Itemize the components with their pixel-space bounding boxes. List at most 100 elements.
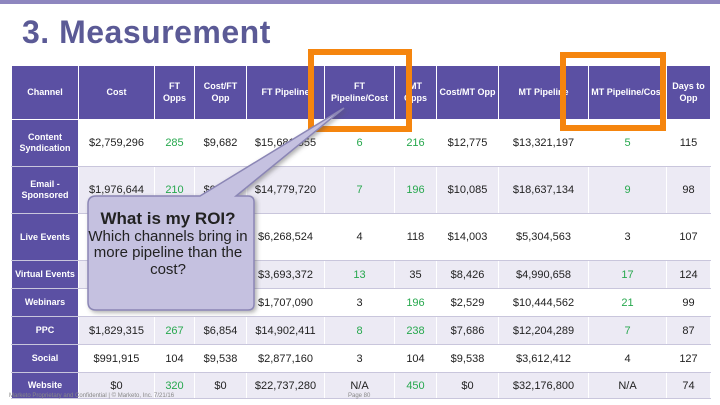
- cell-mt-pipeline: $5,304,563: [498, 213, 589, 261]
- cell-cost: [78, 260, 155, 289]
- cell-ft-opps: 285: [154, 119, 195, 167]
- table-row: Website $0 320 $0 $22,737,280 N/A 450 $0…: [11, 372, 711, 399]
- cell-mt-pipeline: $32,176,800: [498, 372, 589, 399]
- cell-ft-pipeline: $1,707,090: [246, 288, 325, 317]
- cell-cost-mt-opp: $9,538: [436, 344, 499, 373]
- col-header-mt-pipeline-cost: MT Pipeline/Cost: [588, 65, 667, 120]
- row-channel: Webinars: [11, 288, 79, 317]
- cell-days-to-opp: 74: [666, 372, 711, 399]
- top-accent-bar: [0, 0, 720, 4]
- cell-days-to-opp: 115: [666, 119, 711, 167]
- cell-mt-pipeline-cost: 17: [588, 260, 667, 289]
- cell-ft-opps: [154, 288, 195, 317]
- cell-mt-pipeline-cost: 7: [588, 316, 667, 345]
- cell-ft-opps: 210: [154, 166, 195, 214]
- cell-days-to-opp: 99: [666, 288, 711, 317]
- cell-mt-pipeline-cost: 4: [588, 344, 667, 373]
- cell-days-to-opp: 107: [666, 213, 711, 261]
- cell-mt-opps: 196: [394, 288, 437, 317]
- cell-mt-pipeline-cost: 3: [588, 213, 667, 261]
- cell-cost: $0: [78, 372, 155, 399]
- cell-cost-ft-opp: $9,682: [194, 119, 247, 167]
- cell-days-to-opp: 98: [666, 166, 711, 214]
- cell-cost: $991,915: [78, 344, 155, 373]
- cell-ft-opps: [154, 260, 195, 289]
- footer-page-number: Page 80: [348, 393, 371, 399]
- cell-mt-opps: 196: [394, 166, 437, 214]
- mt-pipeline-cost-highlight: [560, 52, 666, 131]
- table-row: Social $991,915 104 $9,538 $2,877,160 3 …: [11, 344, 711, 373]
- cell-cost-mt-opp: $14,003: [436, 213, 499, 261]
- cell-cost-mt-opp: $12,775: [436, 119, 499, 167]
- table-row: Live Events $6,268,524 4 118 $14,003 $5,…: [11, 213, 711, 261]
- cell-cost-ft-opp: $6,854: [194, 316, 247, 345]
- cell-ft-pipeline: $22,737,280: [246, 372, 325, 399]
- cell-ft-pipeline-cost: N/A: [324, 372, 395, 399]
- cell-cost-ft-opp: [194, 260, 247, 289]
- cell-ft-pipeline-cost: 4: [324, 213, 395, 261]
- row-channel: Email - Sponsored: [11, 166, 79, 214]
- cell-days-to-opp: 87: [666, 316, 711, 345]
- cell-ft-pipeline: $14,779,720: [246, 166, 325, 214]
- cell-mt-opps: 450: [394, 372, 437, 399]
- cell-ft-pipeline-cost: 13: [324, 260, 395, 289]
- cell-mt-pipeline: $10,444,562: [498, 288, 589, 317]
- col-header-channel: Channel: [11, 65, 79, 120]
- cell-mt-opps: 118: [394, 213, 437, 261]
- cell-cost-ft-opp: [194, 288, 247, 317]
- cell-ft-opps: [154, 213, 195, 261]
- cell-ft-pipeline-cost: 3: [324, 288, 395, 317]
- footer-confidential: Marketo Proprietary and Confidential | ©…: [9, 393, 175, 399]
- cell-ft-pipeline: $14,902,411: [246, 316, 325, 345]
- col-header-days-to-opp: Days to Opp: [666, 65, 711, 120]
- row-channel: PPC: [11, 316, 79, 345]
- cell-mt-pipeline-cost: 9: [588, 166, 667, 214]
- col-header-cost: Cost: [78, 65, 155, 120]
- cell-days-to-opp: 127: [666, 344, 711, 373]
- cell-mt-opps: 238: [394, 316, 437, 345]
- row-channel: Virtual Events: [11, 260, 79, 289]
- cell-cost: $1,976,644: [78, 166, 155, 214]
- cell-cost-ft-opp: $9,538: [194, 344, 247, 373]
- col-header-ft-pipeline-cost: FT Pipeline/Cost: [324, 65, 395, 120]
- cell-mt-pipeline: $12,204,289: [498, 316, 589, 345]
- cell-ft-pipeline-cost: 7: [324, 166, 395, 214]
- cell-cost: [78, 213, 155, 261]
- cell-ft-pipeline-cost: 8: [324, 316, 395, 345]
- cell-cost-ft-opp: [194, 213, 247, 261]
- cell-ft-opps: 267: [154, 316, 195, 345]
- cell-mt-pipeline-cost: N/A: [588, 372, 667, 399]
- cell-ft-pipeline: $2,877,160: [246, 344, 325, 373]
- row-channel: Content Syndication: [11, 119, 79, 167]
- cell-mt-pipeline: $18,637,134: [498, 166, 589, 214]
- table-row: Email - Sponsored $1,976,644 210 $9,413 …: [11, 166, 711, 214]
- cell-cost-ft-opp: $9,413: [194, 166, 247, 214]
- table-row: Virtual Events $3,693,372 13 35 $8,426 $…: [11, 260, 711, 289]
- cell-ft-pipeline: $3,693,372: [246, 260, 325, 289]
- cell-mt-opps: 35: [394, 260, 437, 289]
- table-row: PPC $1,829,315 267 $6,854 $14,902,411 8 …: [11, 316, 711, 345]
- cell-cost-ft-opp: $0: [194, 372, 247, 399]
- row-channel: Live Events: [11, 213, 79, 261]
- cell-ft-pipeline-cost: 3: [324, 344, 395, 373]
- cell-days-to-opp: 124: [666, 260, 711, 289]
- cell-cost: $1,829,315: [78, 316, 155, 345]
- col-header-cost-mt-opp: Cost/MT Opp: [436, 65, 499, 120]
- row-channel: Social: [11, 344, 79, 373]
- cell-cost-mt-opp: $8,426: [436, 260, 499, 289]
- col-header-ft-opps: FT Opps: [154, 65, 195, 120]
- cell-mt-pipeline-cost: 21: [588, 288, 667, 317]
- cell-cost-mt-opp: $2,529: [436, 288, 499, 317]
- cell-cost: $2,759,296: [78, 119, 155, 167]
- cell-cost-mt-opp: $0: [436, 372, 499, 399]
- col-header-cost-ft-opp: Cost/FT Opp: [194, 65, 247, 120]
- ft-pipeline-cost-highlight: [308, 49, 412, 132]
- cell-cost-mt-opp: $10,085: [436, 166, 499, 214]
- col-header-mt-pipeline: MT Pipeline: [498, 65, 589, 120]
- cell-mt-pipeline: $4,990,658: [498, 260, 589, 289]
- cell-mt-pipeline: $3,612,412: [498, 344, 589, 373]
- cell-ft-opps: 104: [154, 344, 195, 373]
- cell-mt-opps: 104: [394, 344, 437, 373]
- cell-cost-mt-opp: $7,686: [436, 316, 499, 345]
- table-row: Webinars $1,707,090 3 196 $2,529 $10,444…: [11, 288, 711, 317]
